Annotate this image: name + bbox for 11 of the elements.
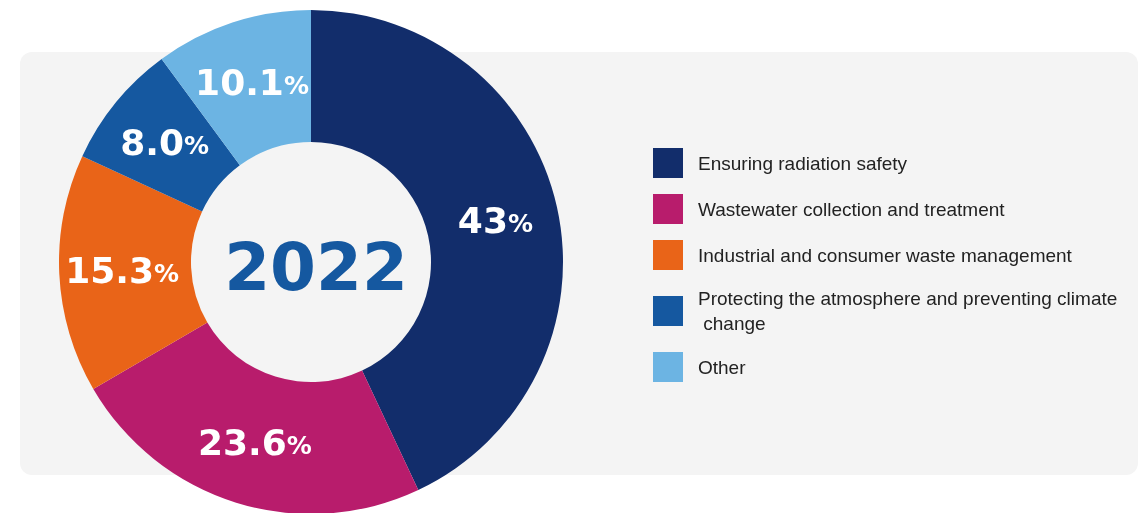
data-label: 43% bbox=[457, 200, 534, 242]
legend-label: Industrial and consumer waste management bbox=[698, 244, 1073, 266]
legend-label: Wastewater collection and treatment bbox=[698, 198, 1006, 220]
data-label: 15.3% bbox=[65, 250, 180, 292]
legend-label: Ensuring radiation safety bbox=[698, 152, 908, 174]
legend-label: Other bbox=[698, 356, 747, 378]
text: 2022 bbox=[224, 228, 408, 306]
data-label: 8.0% bbox=[120, 121, 210, 163]
data-label: 23.6% bbox=[197, 421, 312, 463]
data-label: 10.1% bbox=[195, 61, 309, 103]
legend-label: Protecting the atmosphere and preventing climate change bbox=[698, 288, 1118, 334]
